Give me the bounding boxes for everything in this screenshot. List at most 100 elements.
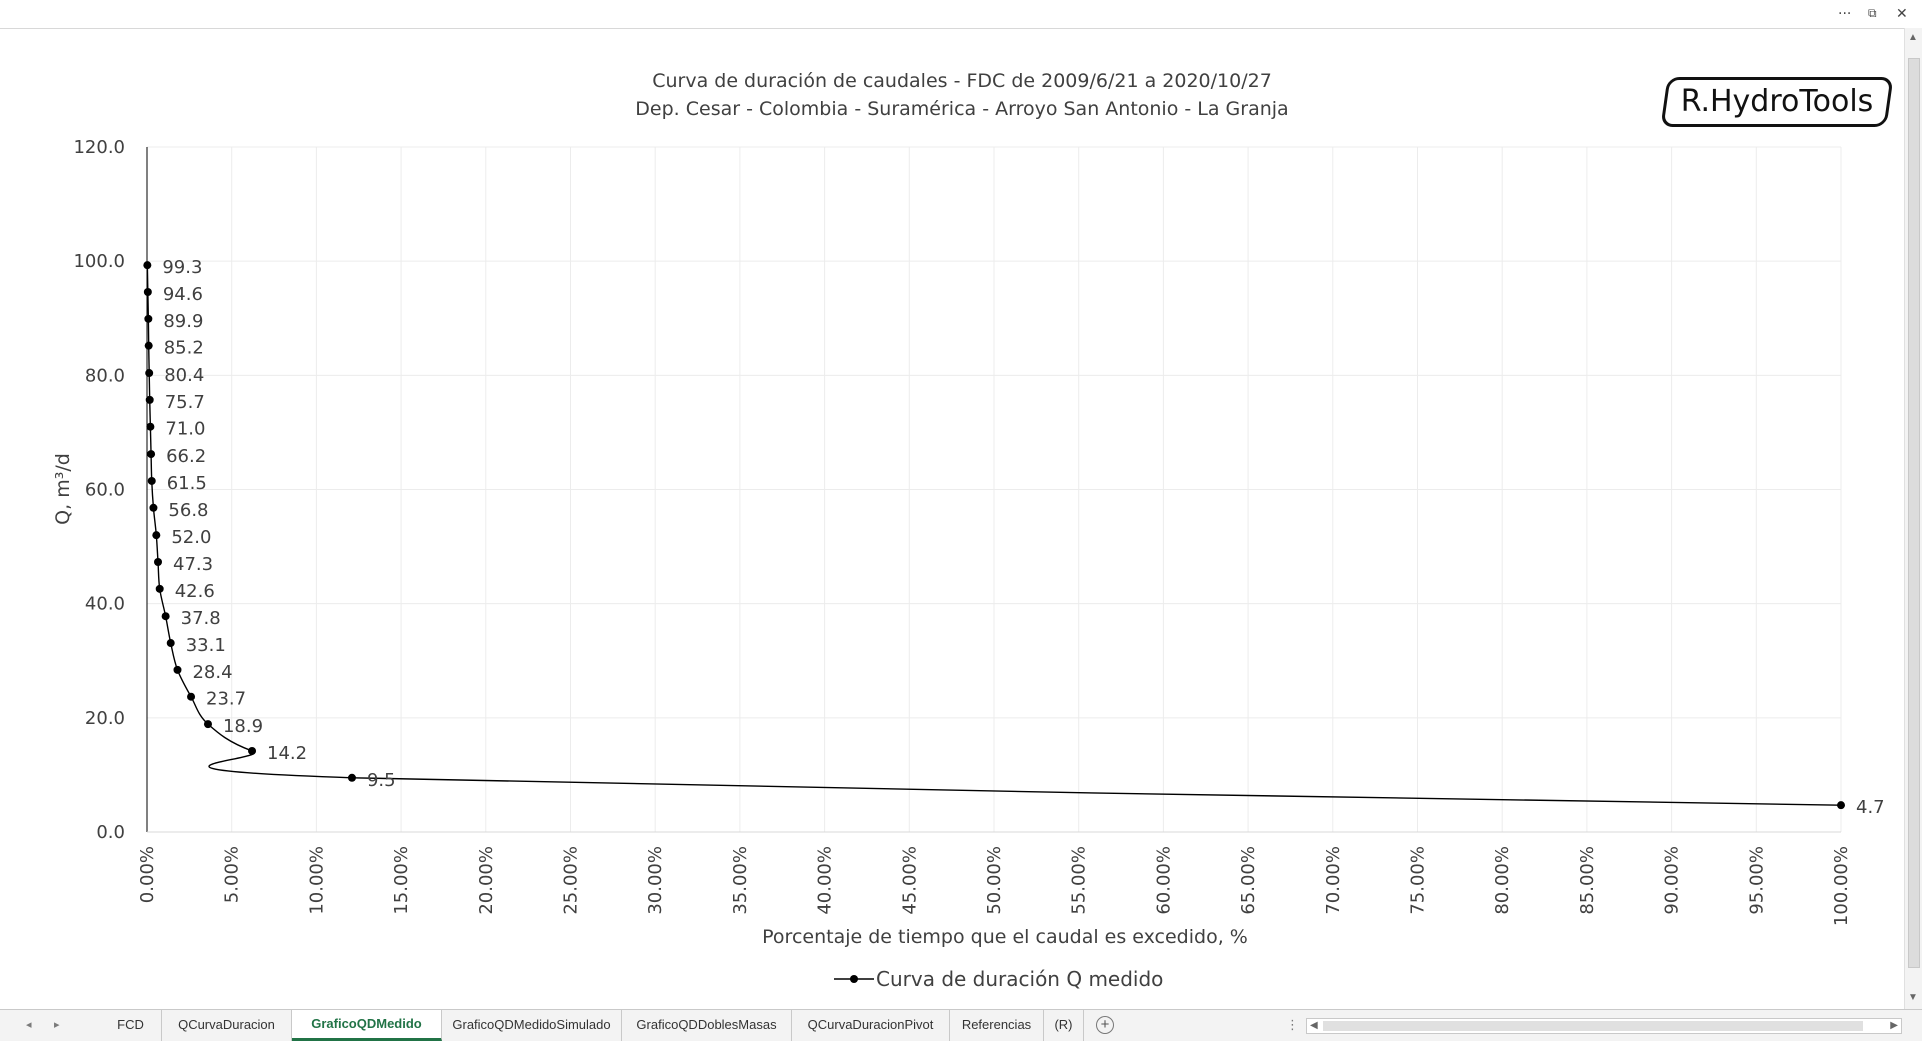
- chart-title: Curva de duración de caudales - FDC de 2…: [652, 70, 1272, 92]
- data-point[interactable]: [155, 584, 164, 593]
- chart-area[interactable]: 0.00% 5.00% 10.00% 15.00% 20.00% 25.00% 30.00%…: [24, 39, 1900, 1009]
- data-point[interactable]: [147, 450, 156, 459]
- data-point[interactable]: [143, 287, 152, 296]
- data-point[interactable]: [203, 720, 212, 729]
- scroll-right-icon[interactable]: ▶: [1890, 1020, 1898, 1031]
- y-axis-title: Q, m³/d: [52, 453, 74, 525]
- data-point[interactable]: [154, 557, 163, 566]
- x-tick-label: 75.00%: [1408, 846, 1429, 915]
- data-point[interactable]: [187, 692, 196, 701]
- chevron-right-icon[interactable]: ▸: [54, 1019, 60, 1031]
- data-point[interactable]: [144, 314, 153, 323]
- data-label: 52.0: [171, 527, 211, 548]
- legend-label: Curva de duración Q medido: [876, 967, 1163, 991]
- series-layer: 99.3 94.6 89.9 85.2 80.4 75.7 71.0 66.2 61.5 56.8…: [143, 257, 1885, 818]
- ellipsis-icon[interactable]: ···: [1838, 6, 1852, 22]
- tab-qcurvaduracion[interactable]: QCurvaDuracion: [162, 1010, 292, 1041]
- scroll-left-icon[interactable]: ◀: [1310, 1020, 1318, 1031]
- x-tick-label: 50.00%: [984, 846, 1005, 915]
- data-label: 18.9: [223, 716, 263, 737]
- data-label: 99.3: [162, 257, 202, 278]
- y-tick-label: 100.0: [73, 251, 125, 272]
- data-label: 28.4: [192, 662, 232, 683]
- chart-svg: 0.00% 5.00% 10.00% 15.00% 20.00% 25.00% 30.00%…: [52, 70, 1885, 991]
- x-tick-label: 90.00%: [1662, 846, 1683, 915]
- tab-fcd[interactable]: FCD: [100, 1010, 162, 1041]
- logo-text: R.HydroTools: [1680, 84, 1874, 119]
- data-label: 47.3: [173, 554, 213, 575]
- restore-icon[interactable]: ⧉: [1868, 6, 1877, 20]
- data-label: 23.7: [206, 689, 246, 710]
- data-point[interactable]: [146, 422, 155, 431]
- x-tick-label: 60.00%: [1153, 846, 1174, 915]
- tab-r[interactable]: (R): [1044, 1010, 1084, 1041]
- legend-marker-dot: [850, 975, 858, 983]
- data-label: 56.8: [168, 500, 208, 521]
- data-point[interactable]: [147, 476, 156, 485]
- data-point[interactable]: [173, 665, 182, 674]
- data-label: 61.5: [167, 473, 207, 494]
- data-point[interactable]: [166, 639, 175, 648]
- data-point[interactable]: [347, 773, 356, 782]
- data-label: 75.7: [165, 392, 205, 413]
- logo: R.HydroTools: [1660, 77, 1894, 127]
- y-tick-label: 120.0: [73, 137, 125, 158]
- data-point[interactable]: [248, 746, 257, 755]
- vertical-scroll-thumb[interactable]: [1908, 58, 1920, 968]
- x-tick-label: 70.00%: [1323, 846, 1344, 915]
- data-label: 14.2: [267, 743, 307, 764]
- y-tick-label: 20.0: [85, 708, 125, 729]
- grid-layer: [147, 146, 1842, 832]
- window-titlebar: ··· ⧉ ✕: [0, 0, 1922, 28]
- plus-circle-icon[interactable]: +: [1096, 1016, 1114, 1034]
- tab-split-handle-icon[interactable]: ⋮: [1286, 1017, 1299, 1032]
- x-tick-label: 30.00%: [645, 846, 666, 915]
- data-point[interactable]: [1837, 801, 1845, 810]
- chevron-left-icon[interactable]: ◂: [26, 1019, 32, 1031]
- x-tick-label: 95.00%: [1746, 846, 1767, 915]
- data-point[interactable]: [145, 369, 154, 378]
- x-tick-label: 80.00%: [1492, 846, 1513, 915]
- data-point[interactable]: [161, 612, 170, 621]
- tab-referencias[interactable]: Referencias: [950, 1010, 1044, 1041]
- y-tick-label: 0.0: [96, 822, 125, 843]
- scroll-down-icon[interactable]: ▼: [1908, 992, 1918, 1003]
- horizontal-scrollbar[interactable]: ◀ ▶: [1306, 1018, 1902, 1034]
- x-tick-label: 15.00%: [391, 846, 412, 915]
- data-label: 4.7: [1856, 797, 1885, 818]
- tab-qcurvaduracionpivot[interactable]: QCurvaDuracionPivot: [792, 1010, 950, 1041]
- sheet-tab-bar: ◂ ▸ FCD QCurvaDuracion GraficoQDMedido Graf…: [0, 1009, 1922, 1041]
- scroll-up-icon[interactable]: ▲: [1908, 32, 1918, 43]
- x-tick-label: 35.00%: [730, 846, 751, 915]
- x-tick-label: 20.00%: [476, 846, 497, 915]
- x-tick-label: 25.00%: [561, 846, 582, 915]
- horizontal-scroll-thumb[interactable]: [1323, 1021, 1863, 1031]
- data-point[interactable]: [149, 503, 158, 512]
- data-label: 9.5: [367, 770, 396, 791]
- tab-graficoqddoblesmasas[interactable]: GraficoQDDoblesMasas: [622, 1010, 792, 1041]
- data-point[interactable]: [144, 341, 153, 350]
- y-tick-label: 40.0: [85, 594, 125, 615]
- data-label: 71.0: [165, 419, 205, 440]
- chart-subtitle: Dep. Cesar - Colombia - Suramérica - Arr…: [635, 98, 1288, 120]
- y-tick-label: 80.0: [85, 365, 125, 386]
- tab-graficoqdmedidosimulado[interactable]: GraficoQDMedidoSimulado: [442, 1010, 622, 1041]
- sheet-area: 0.00% 5.00% 10.00% 15.00% 20.00% 25.00% 30.00%…: [0, 28, 1904, 1009]
- data-label: 33.1: [186, 635, 226, 656]
- axis-layer: 0.00% 5.00% 10.00% 15.00% 20.00% 25.00% 30.00%…: [73, 137, 1852, 926]
- data-label: 85.2: [164, 338, 204, 359]
- x-tick-label: 55.00%: [1069, 846, 1090, 915]
- vertical-scrollbar[interactable]: ▲ ▼: [1904, 28, 1922, 1009]
- data-point[interactable]: [143, 261, 152, 270]
- data-label: 37.8: [181, 608, 221, 629]
- close-icon[interactable]: ✕: [1896, 6, 1908, 22]
- data-label: 66.2: [166, 446, 206, 467]
- data-point[interactable]: [145, 395, 154, 404]
- legend: Curva de duración Q medido: [834, 967, 1163, 991]
- data-label: 89.9: [163, 311, 203, 332]
- x-tick-label: 5.00%: [222, 846, 243, 903]
- data-point[interactable]: [152, 531, 161, 540]
- tab-graficoqdmedido[interactable]: GraficoQDMedido: [292, 1010, 442, 1041]
- x-tick-label: 85.00%: [1577, 846, 1598, 915]
- x-tick-label: 40.00%: [815, 846, 836, 915]
